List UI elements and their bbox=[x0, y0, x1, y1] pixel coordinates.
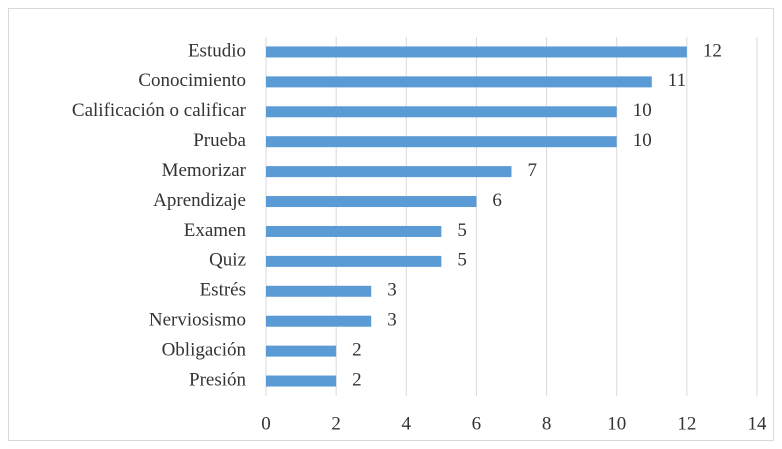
value-label: 12 bbox=[703, 40, 722, 61]
bar bbox=[266, 166, 512, 178]
value-label: 2 bbox=[352, 369, 362, 390]
x-tick-label: 14 bbox=[748, 413, 768, 434]
value-label: 3 bbox=[387, 280, 397, 301]
value-label: 2 bbox=[352, 339, 362, 360]
y-tick-label: Prueba bbox=[193, 130, 246, 151]
value-label: 10 bbox=[633, 100, 652, 121]
y-tick-label: Calificación o calificar bbox=[72, 100, 247, 121]
bar bbox=[266, 345, 337, 357]
y-tick-label: Estrés bbox=[200, 280, 246, 301]
bar bbox=[266, 225, 442, 237]
y-tick-label: Estudio bbox=[188, 40, 246, 61]
x-tick-label: 10 bbox=[607, 413, 626, 434]
chart-border bbox=[8, 8, 774, 441]
value-label: 3 bbox=[387, 310, 397, 331]
y-tick-label: Aprendizaje bbox=[153, 190, 246, 211]
x-tick-label: 8 bbox=[542, 413, 552, 434]
y-tick-label: Conocimiento bbox=[138, 70, 246, 91]
y-tick-label: Nerviosismo bbox=[149, 310, 246, 331]
x-tick-label: 12 bbox=[677, 413, 696, 434]
y-tick-label: Memorizar bbox=[162, 160, 247, 181]
value-label: 5 bbox=[457, 250, 467, 271]
bar bbox=[266, 136, 617, 148]
x-tick-label: 6 bbox=[472, 413, 482, 434]
y-tick-label: Quiz bbox=[209, 250, 246, 271]
bar bbox=[266, 255, 442, 267]
value-label: 7 bbox=[528, 160, 538, 181]
bar bbox=[266, 285, 372, 297]
y-tick-label: Obligación bbox=[162, 339, 247, 360]
bar bbox=[266, 315, 372, 327]
value-label: 5 bbox=[457, 220, 467, 241]
bar bbox=[266, 375, 337, 387]
value-label: 10 bbox=[633, 130, 652, 151]
value-label: 6 bbox=[492, 190, 502, 211]
x-tick-label: 0 bbox=[261, 413, 271, 434]
bar bbox=[266, 76, 652, 88]
y-tick-label: Examen bbox=[184, 220, 247, 241]
bar bbox=[266, 46, 687, 58]
x-tick-label: 2 bbox=[331, 413, 341, 434]
bar bbox=[266, 196, 477, 208]
y-tick-label: Presión bbox=[189, 369, 247, 390]
x-tick-label: 4 bbox=[402, 413, 412, 434]
value-label: 11 bbox=[668, 70, 686, 91]
bar bbox=[266, 106, 617, 118]
